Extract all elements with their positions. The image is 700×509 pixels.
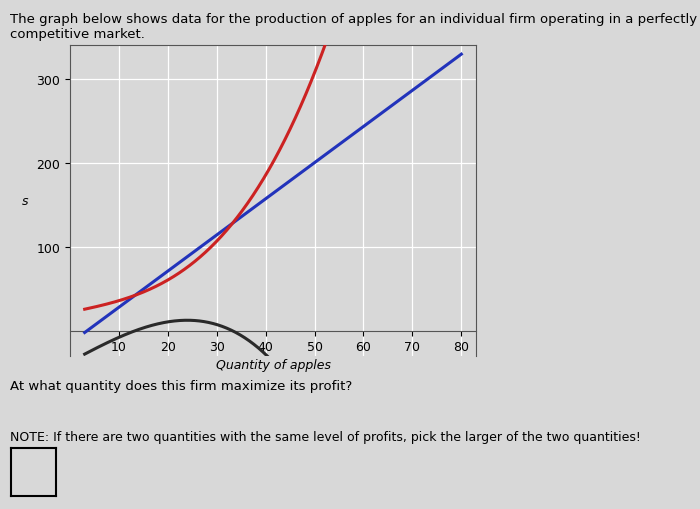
Text: competitive market.: competitive market.	[10, 28, 146, 41]
Text: At what quantity does this firm maximize its profit?: At what quantity does this firm maximize…	[10, 379, 353, 392]
Y-axis label: s: s	[22, 194, 29, 208]
Text: The graph below shows data for the production of apples for an individual firm o: The graph below shows data for the produ…	[10, 13, 698, 25]
Text: NOTE: If there are two quantities with the same level of profits, pick the large: NOTE: If there are two quantities with t…	[10, 430, 641, 443]
X-axis label: Quantity of apples: Quantity of apples	[216, 358, 330, 371]
